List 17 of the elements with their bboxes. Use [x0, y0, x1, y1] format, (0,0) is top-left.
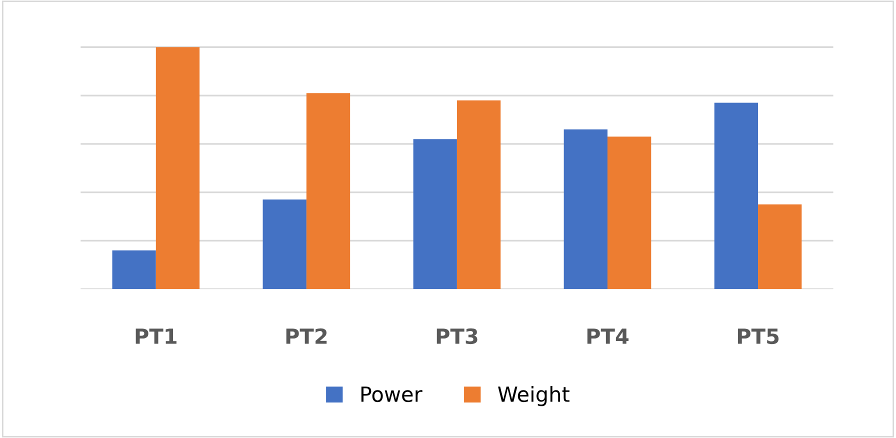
bar	[156, 47, 200, 290]
x-tick-label: PT1	[136, 328, 176, 344]
legend-label: Power	[361, 386, 422, 402]
bar	[564, 129, 608, 290]
x-tick-label: PT4	[587, 328, 629, 344]
bar	[262, 200, 306, 290]
x-tick-label: PT3	[436, 328, 478, 344]
x-tick-label: PT5	[738, 328, 779, 344]
bar	[758, 204, 802, 290]
legend-label: Weight	[498, 386, 570, 406]
bar	[306, 93, 350, 290]
bar	[112, 250, 156, 290]
bar	[607, 136, 652, 290]
bar	[413, 139, 457, 290]
x-tick-label: PT2	[286, 328, 327, 344]
bar	[714, 102, 758, 290]
bar	[456, 100, 501, 290]
